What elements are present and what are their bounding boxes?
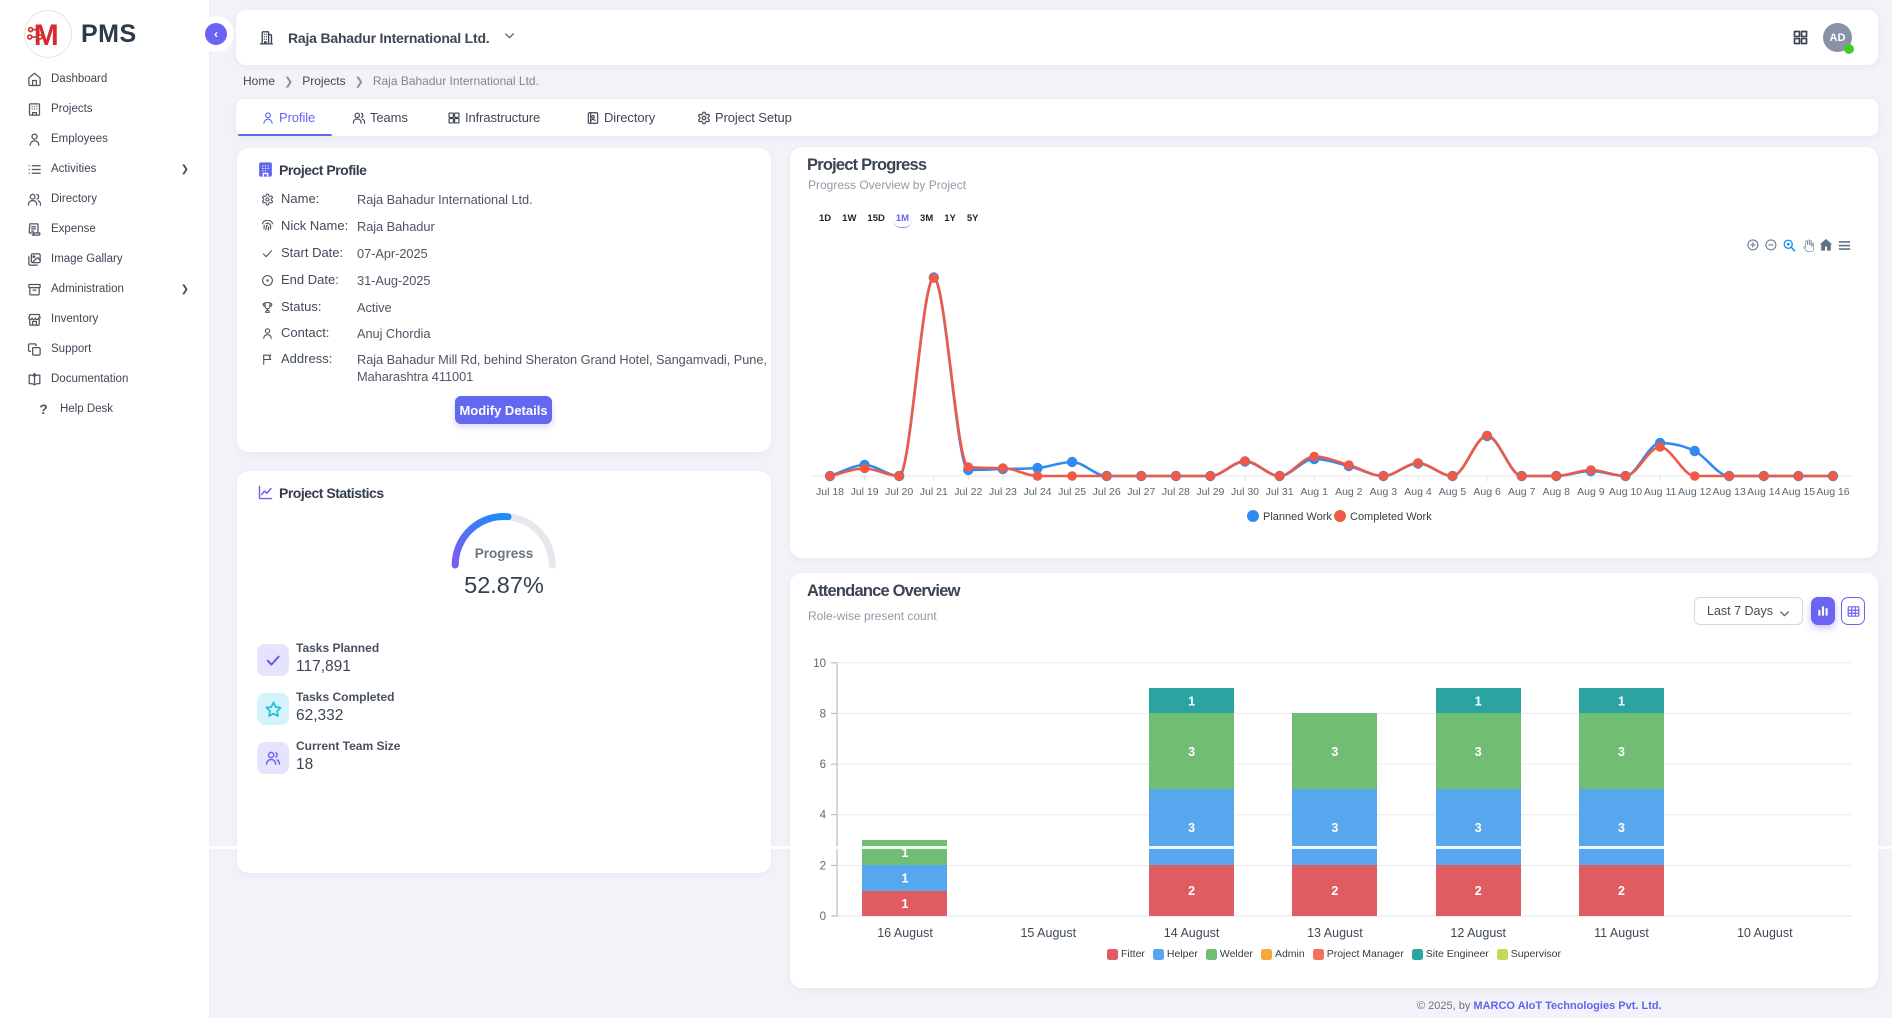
svg-text:Aug 9: Aug 9: [1577, 486, 1605, 498]
svg-text:3: 3: [1188, 745, 1195, 759]
svg-text:Aug 11: Aug 11: [1644, 486, 1677, 498]
svg-text:1: 1: [902, 897, 909, 911]
svg-text:Jul 18: Jul 18: [816, 486, 844, 498]
svg-text:10: 10: [813, 658, 826, 670]
svg-text:13 August: 13 August: [1307, 926, 1363, 940]
svg-text:11 August: 11 August: [1594, 926, 1649, 940]
svg-text:16 August: 16 August: [877, 926, 933, 940]
svg-text:Aug 4: Aug 4: [1404, 486, 1432, 498]
svg-text:Aug 10: Aug 10: [1609, 486, 1642, 498]
svg-text:6: 6: [820, 759, 826, 771]
svg-text:2: 2: [1618, 884, 1625, 898]
svg-text:Aug 7: Aug 7: [1508, 486, 1536, 498]
svg-text:Aug 16: Aug 16: [1816, 486, 1849, 498]
svg-text:Aug 13: Aug 13: [1713, 486, 1746, 498]
svg-text:2: 2: [1331, 884, 1338, 898]
svg-text:Aug 8: Aug 8: [1543, 486, 1571, 498]
svg-text:Jul 20: Jul 20: [885, 486, 913, 498]
svg-text:14 August: 14 August: [1164, 926, 1220, 940]
svg-text:Aug 6: Aug 6: [1473, 486, 1501, 498]
svg-text:1: 1: [902, 846, 909, 860]
svg-text:Aug 15: Aug 15: [1782, 486, 1815, 498]
svg-text:10 August: 10 August: [1737, 926, 1793, 940]
svg-text:3: 3: [1188, 821, 1195, 835]
svg-text:Jul 24: Jul 24: [1023, 486, 1051, 498]
svg-text:Jul 28: Jul 28: [1162, 486, 1190, 498]
svg-text:Aug 2: Aug 2: [1335, 486, 1363, 498]
svg-text:3: 3: [1475, 821, 1482, 835]
svg-text:3: 3: [1475, 745, 1482, 759]
svg-text:Jul 21: Jul 21: [920, 486, 948, 498]
svg-text:2: 2: [1475, 884, 1482, 898]
svg-text:Jul 19: Jul 19: [851, 486, 879, 498]
svg-text:Aug 12: Aug 12: [1678, 486, 1711, 498]
svg-text:Jul 31: Jul 31: [1266, 486, 1294, 498]
svg-text:Jul 22: Jul 22: [954, 486, 982, 498]
svg-text:3: 3: [1618, 821, 1625, 835]
svg-text:1: 1: [1618, 694, 1625, 708]
svg-text:1: 1: [1188, 694, 1195, 708]
svg-text:Aug 3: Aug 3: [1370, 486, 1398, 498]
svg-text:2: 2: [820, 860, 826, 872]
svg-text:Jul 27: Jul 27: [1127, 486, 1155, 498]
svg-text:Planned Work: Planned Work: [1263, 511, 1332, 523]
svg-text:1: 1: [902, 872, 909, 886]
svg-text:0: 0: [820, 911, 826, 923]
svg-text:3: 3: [1331, 821, 1338, 835]
svg-text:8: 8: [820, 708, 826, 720]
svg-text:Aug 1: Aug 1: [1300, 486, 1328, 498]
svg-text:3: 3: [1331, 745, 1338, 759]
svg-text:Jul 30: Jul 30: [1231, 486, 1259, 498]
svg-text:Completed Work: Completed Work: [1350, 511, 1432, 523]
svg-text:Jul 23: Jul 23: [989, 486, 1017, 498]
svg-text:Aug 14: Aug 14: [1747, 486, 1780, 498]
svg-text:4: 4: [820, 810, 827, 822]
svg-text:15 August: 15 August: [1020, 926, 1076, 940]
svg-text:Jul 26: Jul 26: [1093, 486, 1121, 498]
svg-text:M: M: [34, 19, 59, 52]
svg-text:3: 3: [1618, 745, 1625, 759]
svg-text:Jul 29: Jul 29: [1196, 486, 1224, 498]
svg-text:Jul 25: Jul 25: [1058, 486, 1086, 498]
svg-text:12 August: 12 August: [1450, 926, 1506, 940]
svg-text:1: 1: [1475, 694, 1482, 708]
svg-text:2: 2: [1188, 884, 1195, 898]
svg-text:Aug 5: Aug 5: [1439, 486, 1467, 498]
